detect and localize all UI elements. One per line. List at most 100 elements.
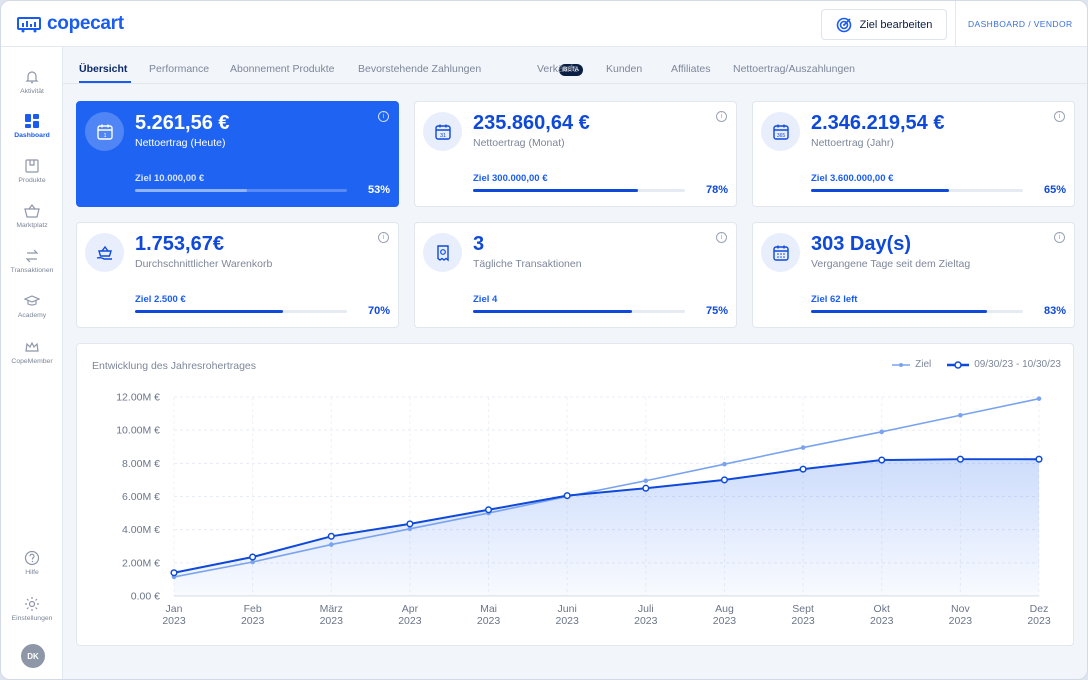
calendar-day-icon: 1	[96, 124, 113, 140]
y-tick-label: 10.00M €	[116, 425, 160, 437]
basket-hand-icon	[96, 245, 112, 260]
data-point-actual	[878, 456, 886, 464]
card-value: 5.261,56 €	[135, 112, 230, 134]
tab-bar: Übersicht Performance Abonnement Produkt…	[63, 47, 1087, 84]
bell-icon	[25, 71, 39, 84]
avatar[interactable]: DK	[21, 644, 45, 668]
sidebar-item-label: Produkte	[18, 177, 46, 184]
info-icon[interactable]: i	[716, 111, 727, 122]
info-icon[interactable]: i	[1054, 111, 1065, 122]
sidebar-item-produkte[interactable]: Produkte	[1, 158, 63, 184]
data-point-actual	[1035, 455, 1043, 463]
tab-performance[interactable]: Performance	[149, 63, 210, 75]
receipt-icon	[436, 244, 449, 261]
y-tick-label: 8.00M €	[122, 458, 160, 470]
card-icon-wrap: 1	[85, 112, 124, 151]
brand-logo[interactable]: copecart	[17, 13, 124, 35]
kpi-card-net-month[interactable]: 31 235.860,64 € Nettoertrag (Monat) i Zi…	[414, 101, 737, 207]
sidebar-item-marktplatz[interactable]: Marktplatz	[1, 203, 63, 229]
card-goal: Ziel 10.000,00 €	[135, 173, 205, 184]
breadcrumb[interactable]: DASHBOARD / VENDOR	[968, 19, 1073, 29]
kpi-card-daily-transactions[interactable]: 3 Tägliche Transaktionen i Ziel 4 75%	[414, 222, 737, 328]
legend-item-goal[interactable]: Ziel	[892, 359, 931, 370]
data-point-actual	[484, 506, 493, 514]
grid-icon	[25, 114, 39, 128]
actual-area-fill	[174, 459, 1039, 596]
tab-bevorstehende-zahlungen[interactable]: Bevorstehende Zahlungen	[358, 63, 482, 75]
data-point-actual	[406, 520, 414, 528]
svg-text:365: 365	[776, 133, 785, 139]
sidebar-item-label: Hilfe	[25, 569, 39, 576]
progress-fill	[811, 189, 949, 192]
sidebar-item-aktivitaet[interactable]: Aktivität	[1, 69, 63, 95]
edit-goal-button[interactable]: Ziel bearbeiten	[821, 9, 947, 40]
data-point-goal	[643, 478, 649, 484]
data-point-actual	[327, 532, 335, 540]
progress-fill	[135, 310, 284, 313]
x-tick-label: 2023	[398, 615, 422, 627]
revenue-chart-card: Entwicklung des Jahresrohertrages Ziel 0…	[76, 343, 1074, 646]
kpi-card-net-year[interactable]: 365 2.346.219,54 € Nettoertrag (Jahr) i …	[752, 101, 1075, 207]
progress-track	[135, 189, 347, 192]
card-goal: Ziel 300.000,00 €	[473, 173, 548, 184]
card-label: Tägliche Transaktionen	[473, 258, 582, 270]
data-point-actual	[956, 455, 964, 463]
legend-label: Ziel	[915, 359, 932, 370]
x-tick-label: 2023	[320, 615, 344, 627]
x-tick-label: 2023	[162, 615, 186, 627]
card-value: 303 Day(s)	[811, 233, 912, 255]
tab-affiliates[interactable]: Affiliates	[671, 63, 711, 75]
x-tick-label: Nov	[951, 603, 970, 615]
chart-legend: Ziel 09/30/23 - 10/30/23	[882, 359, 1061, 370]
card-icon-wrap	[761, 233, 800, 272]
sidebar-item-label: Dashboard	[14, 132, 50, 139]
legend-item-actual[interactable]: 09/30/23 - 10/30/23	[947, 359, 1061, 370]
sidebar-item-hilfe[interactable]: Hilfe	[1, 550, 63, 576]
x-tick-label: Juni	[558, 603, 577, 615]
series-line-actual	[173, 458, 1039, 574]
card-goal: Ziel 3.600.000,00 €	[811, 173, 894, 184]
kpi-card-avg-basket[interactable]: 1.753,67€ Durchschnittlicher Warenkorb i…	[76, 222, 399, 328]
tab-verkaeufe[interactable]: Verkäufe	[537, 63, 579, 75]
crown-icon	[25, 341, 39, 352]
sidebar-item-label: Aktivität	[20, 88, 44, 95]
svg-text:1: 1	[103, 133, 106, 139]
card-label: Nettoertrag (Heute)	[135, 137, 226, 149]
sidebar-item-transaktionen[interactable]: Transaktionen	[1, 248, 63, 274]
info-icon[interactable]: i	[716, 232, 727, 243]
svg-text:31: 31	[439, 133, 445, 139]
x-tick-label: Sept	[792, 603, 814, 615]
tab-kunden[interactable]: Kunden	[606, 63, 643, 75]
x-tick-label: Juli	[638, 603, 654, 615]
tab-nettoertrag-auszahlungen[interactable]: Nettoertrag/Auszahlungen	[733, 63, 855, 75]
data-point-goal	[722, 461, 727, 467]
data-point-goal	[1036, 396, 1042, 401]
card-icon-wrap: 31	[423, 112, 462, 151]
card-label: Vergangene Tage seit dem Zieltag	[811, 258, 971, 270]
info-icon[interactable]: i	[1054, 232, 1065, 243]
kpi-card-days-since-goal[interactable]: 303 Day(s) Vergangene Tage seit dem Ziel…	[752, 222, 1075, 328]
data-point-goal	[328, 542, 334, 547]
sidebar-item-copemember[interactable]: CopeMember	[1, 339, 63, 365]
x-tick-label: 2023	[1027, 615, 1051, 627]
kpi-card-net-today[interactable]: 1 5.261,56 € Nettoertrag (Heute) i Ziel …	[76, 101, 399, 207]
x-tick-label: 2023	[713, 615, 737, 627]
card-icon-wrap	[85, 233, 124, 272]
info-icon[interactable]: i	[378, 232, 389, 243]
legend-swatch-goal	[892, 362, 911, 367]
sidebar-item-einstellungen[interactable]: Einstellungen	[1, 596, 63, 622]
sidebar-item-academy[interactable]: Academy	[1, 293, 63, 319]
y-tick-label: 2.00M €	[122, 557, 160, 569]
tab-uebersicht[interactable]: Übersicht	[79, 63, 128, 75]
card-percent: 75%	[705, 305, 728, 317]
line-chart: 0.00 € 2.00M € 4.00M € 6.00M € 8.00M € 10.00M…	[116, 392, 1051, 628]
sidebar-item-label: Marktplatz	[16, 222, 48, 229]
y-tick-label: 4.00M €	[122, 524, 160, 536]
progress-track	[473, 310, 685, 313]
chart-title: Entwicklung des Jahresrohertrages	[92, 360, 257, 372]
tab-abonnement-produkte[interactable]: Abonnement Produkte	[230, 63, 335, 75]
sidebar-item-dashboard[interactable]: Dashboard	[1, 113, 63, 139]
data-point-actual	[799, 465, 807, 473]
info-icon[interactable]: i	[378, 111, 389, 122]
